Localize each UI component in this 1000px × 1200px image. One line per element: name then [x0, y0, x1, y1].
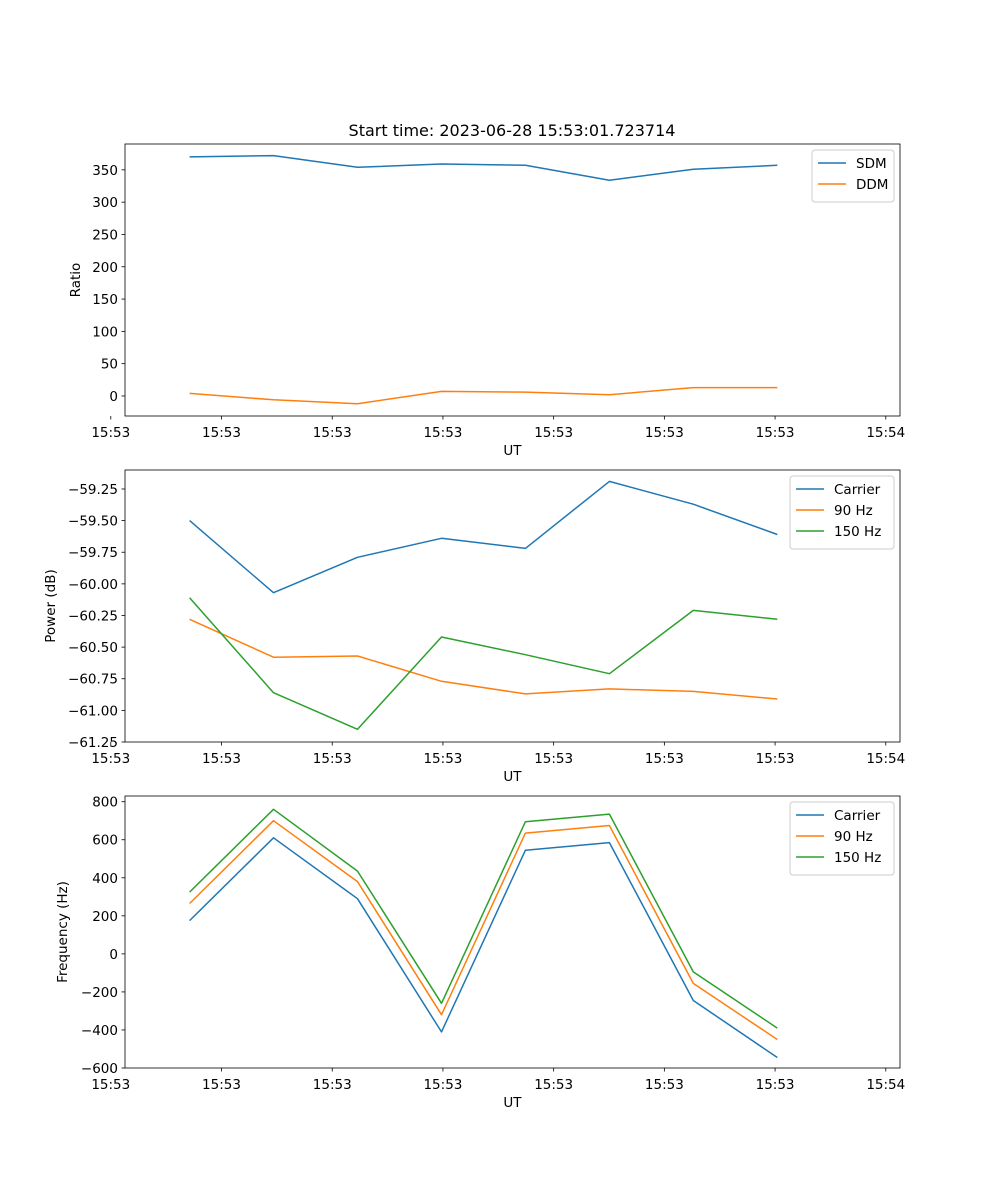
legend: Carrier 90 Hz 150 Hz [789, 475, 895, 550]
y-tick-label: −60.75 [68, 672, 118, 688]
x-tick-label: 15:53 [313, 1077, 352, 1093]
legend: Carrier 90 Hz 150 Hz [789, 801, 895, 876]
y-tick-label: −59.50 [68, 514, 118, 530]
chart-panel-1: 15:53 15:53 15:53 15:53 15:53 15:53 15:53 15:54… [68, 143, 905, 459]
axes-frame [124, 795, 901, 1069]
x-tick-label: 15:53 [645, 425, 684, 441]
x-tick-label: 15:53 [313, 751, 352, 767]
x-tick-label: 15:53 [202, 425, 241, 441]
x-tick-label: 15:54 [866, 751, 905, 767]
y-tick-label: 200 [92, 260, 118, 276]
x-tick-label: 15:53 [91, 751, 130, 767]
x-tick-label: 15:53 [423, 1077, 462, 1093]
x-axis-label: UT [503, 769, 522, 785]
chart-panel-3: 15:53 15:53 15:53 15:53 15:53 15:53 15:53 15:54… [55, 795, 905, 1111]
y-tick-label: 200 [92, 909, 118, 925]
x-tick-label: 15:53 [534, 1077, 573, 1093]
y-tick-label: 300 [92, 195, 118, 211]
series-line-150-hz [189, 808, 778, 1029]
x-tick-label: 15:54 [866, 1077, 905, 1093]
y-tick-label: 400 [92, 871, 118, 887]
x-tick-label: 15:53 [645, 1077, 684, 1093]
series-line-150-hz [189, 597, 778, 731]
legend-entry-label: 150 Hz [834, 524, 881, 540]
x-tick-label: 15:53 [202, 751, 241, 767]
y-tick-label: 150 [92, 292, 118, 308]
legend: SDM DDM [811, 149, 895, 203]
x-tick-label: 15:53 [534, 425, 573, 441]
y-tick-label: 0 [109, 389, 118, 405]
x-tick-label: 15:53 [202, 1077, 241, 1093]
y-axis-label: Ratio [68, 263, 84, 298]
y-tick-label: −200 [81, 985, 118, 1001]
y-tick-label: −59.25 [68, 482, 118, 498]
legend-entry-label: DDM [856, 177, 888, 193]
legend-entry-label: Carrier [834, 482, 881, 498]
y-tick-label: 600 [92, 833, 118, 849]
x-tick-label: 15:53 [756, 425, 795, 441]
x-tick-label: 15:53 [91, 425, 130, 441]
y-tick-label: −61.00 [68, 703, 118, 719]
x-tick-label: 15:53 [756, 1077, 795, 1093]
series-line-carrier [189, 837, 778, 1059]
series-line-carrier [189, 480, 778, 594]
x-tick-label: 15:53 [645, 751, 684, 767]
y-tick-label: −60.00 [68, 577, 118, 593]
charts-container: 15:53 15:53 15:53 15:53 15:53 15:53 15:53 15:54… [43, 143, 905, 1111]
x-axis-label: UT [503, 1095, 522, 1111]
y-axis-label: Frequency (Hz) [55, 881, 71, 983]
x-tick-label: 15:53 [756, 751, 795, 767]
series-line-90-hz [189, 618, 778, 700]
x-tick-label: 15:53 [423, 751, 462, 767]
x-tick-label: 15:53 [91, 1077, 130, 1093]
legend-entry-label: 90 Hz [834, 829, 873, 845]
y-tick-label: 100 [92, 324, 118, 340]
legend-entry-label: Carrier [834, 808, 881, 824]
series-line-sdm [189, 154, 778, 181]
y-tick-label: 250 [92, 227, 118, 243]
y-tick-label: −400 [81, 1023, 118, 1039]
y-tick-label: −60.25 [68, 608, 118, 624]
series-line-ddm [189, 386, 778, 405]
y-tick-label: −600 [81, 1061, 118, 1077]
y-axis-label: Power (dB) [43, 569, 59, 642]
legend-entry-label: SDM [856, 156, 887, 172]
x-tick-label: 15:53 [423, 425, 462, 441]
figure-title: Start time: 2023-06-28 15:53:01.723714 [349, 121, 676, 140]
axes-frame [124, 143, 901, 417]
y-tick-label: 800 [92, 795, 118, 811]
y-tick-label: 350 [92, 163, 118, 179]
series-line-90-hz [189, 819, 778, 1041]
chart-panel-2: 15:53 15:53 15:53 15:53 15:53 15:53 15:53 15:54… [43, 469, 905, 785]
legend-entry-label: 150 Hz [834, 850, 881, 866]
legend-entry-label: 90 Hz [834, 503, 873, 519]
y-tick-label: −61.25 [68, 735, 118, 751]
x-axis-label: UT [503, 443, 522, 459]
x-tick-label: 15:53 [313, 425, 352, 441]
x-tick-label: 15:53 [534, 751, 573, 767]
x-tick-label: 15:54 [866, 425, 905, 441]
y-tick-label: 0 [109, 947, 118, 963]
y-tick-label: 50 [101, 357, 118, 373]
axes-frame [124, 469, 901, 743]
y-tick-label: −59.75 [68, 545, 118, 561]
y-tick-label: −60.50 [68, 640, 118, 656]
